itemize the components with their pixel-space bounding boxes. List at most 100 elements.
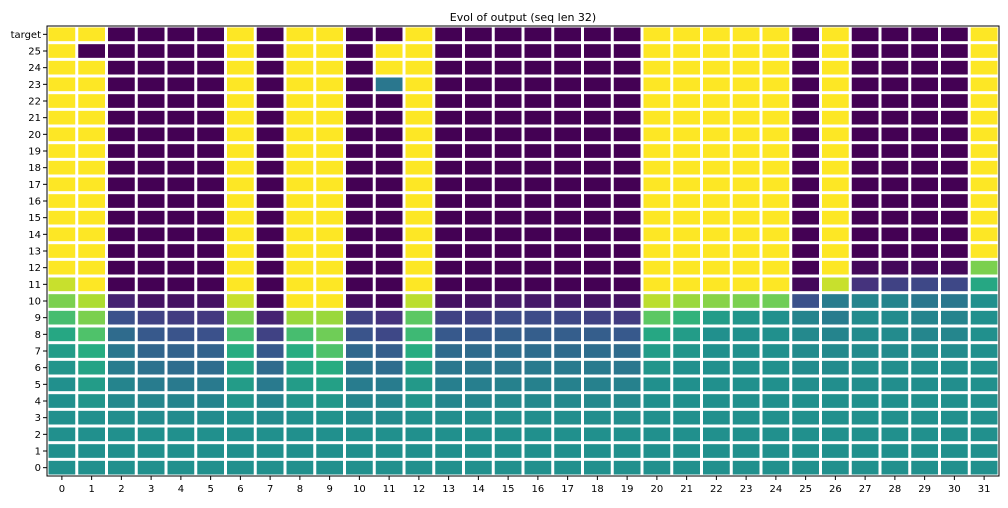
heatmap-cell (197, 110, 224, 125)
heatmap-cell (643, 460, 671, 475)
heatmap-cell (494, 60, 522, 75)
heatmap-cell (851, 360, 879, 375)
heatmap-cell (762, 44, 790, 58)
heatmap-cell (167, 160, 195, 175)
heatmap-cell (108, 277, 135, 292)
heatmap-cell (554, 244, 581, 258)
heatmap-cell (405, 77, 433, 92)
heatmap-cell (346, 160, 373, 175)
heatmap-cell (465, 260, 492, 275)
heatmap-cell (346, 310, 373, 325)
heatmap-cell (554, 27, 581, 42)
heatmap-cell (911, 210, 938, 225)
heatmap-cell (643, 377, 671, 392)
heatmap-cell (851, 444, 879, 458)
heatmap-cell (494, 427, 522, 442)
heatmap-cell (48, 60, 76, 75)
x-tick-label: 20 (651, 484, 664, 495)
heatmap-cell (227, 410, 254, 425)
heatmap-cell (435, 277, 462, 292)
heatmap-cell (613, 127, 641, 142)
heatmap-cell (673, 210, 700, 225)
heatmap-cell (941, 410, 968, 425)
x-tick-label: 1 (88, 484, 94, 495)
heatmap-cell (703, 260, 730, 275)
heatmap-cell (941, 360, 968, 375)
heatmap-cell (643, 360, 671, 375)
heatmap-cell (494, 160, 522, 175)
heatmap-cell (613, 144, 641, 158)
heatmap-cell (643, 410, 671, 425)
heatmap-cell (137, 460, 165, 475)
heatmap-cell (48, 394, 76, 408)
heatmap-cell (703, 444, 730, 458)
heatmap-cell (584, 160, 611, 175)
heatmap-cell (405, 144, 433, 158)
heatmap-cell (822, 94, 849, 108)
heatmap-cell (970, 210, 998, 225)
heatmap-cell (48, 427, 76, 442)
heatmap-cell (227, 210, 254, 225)
heatmap-cell (792, 210, 819, 225)
heatmap-cell (405, 244, 433, 258)
heatmap-cell (316, 427, 343, 442)
heatmap-cell (256, 77, 284, 92)
heatmap-cell (375, 44, 403, 58)
heatmap-cell (435, 210, 462, 225)
heatmap-cell (762, 194, 790, 208)
heatmap-cell (167, 394, 195, 408)
heatmap-cell (822, 294, 849, 308)
heatmap-cell (911, 194, 938, 208)
heatmap-cell (941, 377, 968, 392)
heatmap-cell (792, 27, 819, 42)
heatmap-cell (732, 110, 760, 125)
heatmap-cell (524, 260, 552, 275)
heatmap-cell (970, 277, 998, 292)
heatmap-cell (673, 244, 700, 258)
x-tick-label: 30 (948, 484, 961, 495)
heatmap-cell (732, 27, 760, 42)
heatmap-cell (851, 177, 879, 192)
heatmap-cell (941, 327, 968, 342)
y-tick-label: 24 (28, 63, 41, 74)
heatmap-cell (881, 427, 909, 442)
x-tick-label: 28 (889, 484, 902, 495)
heatmap-cell (970, 460, 998, 475)
heatmap-cell (792, 260, 819, 275)
heatmap-cell (346, 60, 373, 75)
heatmap-cell (405, 110, 433, 125)
heatmap-cell (822, 410, 849, 425)
heatmap-cell (792, 144, 819, 158)
heatmap-cell (197, 310, 224, 325)
heatmap-cell (851, 344, 879, 358)
heatmap-cell (286, 427, 314, 442)
heatmap-cell (494, 210, 522, 225)
heatmap-cell (405, 194, 433, 208)
heatmap-cell (613, 427, 641, 442)
heatmap-cell (78, 294, 105, 308)
heatmap-cell (316, 377, 343, 392)
heatmap-cell (881, 77, 909, 92)
heatmap-cell (108, 77, 135, 92)
y-tick-label: 18 (28, 163, 41, 174)
heatmap-cell (316, 227, 343, 242)
heatmap-cell (792, 44, 819, 58)
heatmap-cell (375, 127, 403, 142)
heatmap-cell (732, 44, 760, 58)
heatmap-cell (673, 310, 700, 325)
heatmap-cell (48, 460, 76, 475)
heatmap-cell (286, 410, 314, 425)
heatmap-cell (524, 244, 552, 258)
heatmap-cell (405, 160, 433, 175)
heatmap-cell (494, 177, 522, 192)
heatmap-cell (316, 460, 343, 475)
heatmap-cell (465, 377, 492, 392)
heatmap-cell (494, 77, 522, 92)
heatmap-cell (613, 260, 641, 275)
heatmap-cell (316, 194, 343, 208)
heatmap-cell (822, 77, 849, 92)
heatmap-cell (613, 460, 641, 475)
heatmap-cell (494, 277, 522, 292)
heatmap-cell (346, 144, 373, 158)
heatmap-cell (405, 227, 433, 242)
